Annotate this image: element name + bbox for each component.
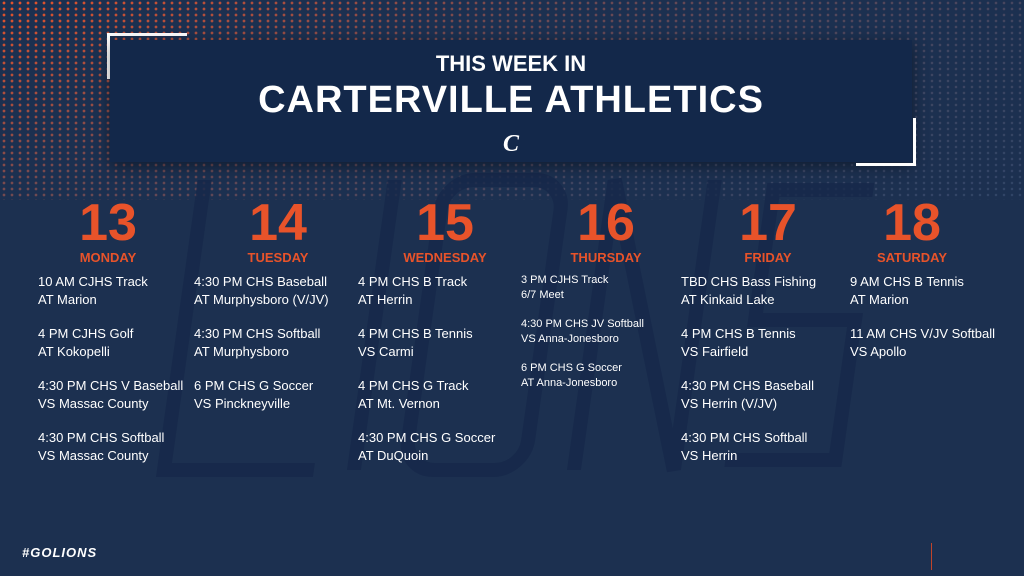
event-time-sport: 4 PM CHS B Tennis bbox=[358, 326, 473, 341]
event-opponent: VS Herrin (V/JV) bbox=[681, 395, 778, 411]
event-time-sport: 4:30 PM CHS V Baseball bbox=[38, 378, 184, 393]
event-time-sport: 4:30 PM CHS Baseball bbox=[681, 378, 814, 393]
event-item: 9 AM CHS B Tennis AT Marion bbox=[850, 273, 995, 308]
day-name: MONDAY bbox=[79, 250, 137, 265]
day-header: 14 TUESDAY bbox=[208, 196, 348, 266]
event-list: 9 AM CHS B Tennis AT Marion 11 AM CHS V/JV… bbox=[850, 273, 995, 377]
day-header: 18 SATURDAY bbox=[842, 196, 982, 266]
event-time-sport: 10 AM CJHS Track bbox=[38, 274, 148, 289]
event-item: 4:30 PM CHS Baseball VS Herrin (V/JV) bbox=[681, 377, 816, 412]
event-time-sport: 3 PM CJHS Track bbox=[521, 274, 609, 286]
event-item: 3 PM CJHS Track 6/7 Meet bbox=[521, 273, 644, 303]
event-item: 4 PM CHS B Tennis VS Fairfield bbox=[681, 325, 816, 360]
divider bbox=[931, 543, 932, 570]
event-list: 4 PM CHS B Track AT Herrin 4 PM CHS B Tenn… bbox=[358, 273, 495, 481]
day-header: 15 WEDNESDAY bbox=[375, 196, 515, 266]
event-time-sport: 4:30 PM CHS G Soccer bbox=[358, 430, 496, 445]
day-name: TUESDAY bbox=[247, 250, 309, 265]
banner-frame-corner bbox=[856, 118, 916, 166]
event-item: 4 PM CHS B Tennis VS Carmi bbox=[358, 325, 495, 360]
day-header: 17 FRIDAY bbox=[698, 196, 838, 266]
event-opponent: VS Herrin bbox=[681, 447, 738, 463]
event-item: 4:30 PM CHS JV Softball VS Anna-Jonesboro bbox=[521, 317, 644, 347]
event-opponent: AT Marion bbox=[38, 291, 97, 307]
day-name: WEDNESDAY bbox=[403, 250, 487, 265]
event-time-sport: 4:30 PM CHS Softball bbox=[38, 430, 165, 445]
event-list: 4:30 PM CHS Baseball AT Murphysboro (V/JV… bbox=[194, 273, 329, 429]
event-item: 4:30 PM CHS Softball AT Murphysboro bbox=[194, 325, 329, 360]
day-number: 16 bbox=[577, 194, 635, 252]
day-name: SATURDAY bbox=[876, 250, 948, 265]
event-time-sport: 4 PM CHS G Track bbox=[358, 378, 469, 393]
event-item: 4 PM CHS B Track AT Herrin bbox=[358, 273, 495, 308]
event-item: 6 PM CHS G Soccer VS Pinckneyville bbox=[194, 377, 329, 412]
event-time-sport: 9 AM CHS B Tennis bbox=[850, 274, 964, 289]
event-opponent: AT DuQuoin bbox=[358, 447, 429, 463]
event-list: TBD CHS Bass Fishing AT Kinkaid Lake 4 PM … bbox=[681, 273, 816, 481]
title-banner: THIS WEEK IN CARTERVILLE ATHLETICS C bbox=[110, 40, 912, 162]
event-item: 4 PM CJHS Golf AT Kokopelli bbox=[38, 325, 183, 360]
event-item: 4:30 PM CHS Softball VS Massac County bbox=[38, 429, 183, 464]
day-header: 16 THURSDAY bbox=[536, 196, 676, 266]
event-opponent: VS Carmi bbox=[358, 343, 414, 359]
event-item: 4 PM CHS G Track AT Mt. Vernon bbox=[358, 377, 495, 412]
event-opponent: VS Massac County bbox=[38, 447, 149, 463]
day-number: 17 bbox=[739, 194, 797, 252]
event-time-sport: 11 AM CHS V/JV Softball bbox=[850, 326, 995, 341]
event-item: 6 PM CHS G Soccer AT Anna-Jonesboro bbox=[521, 361, 644, 391]
day-number: 13 bbox=[79, 194, 137, 252]
event-time-sport: 4 PM CHS B Track bbox=[358, 274, 468, 289]
event-time-sport: 6 PM CHS G Soccer bbox=[194, 378, 314, 393]
event-list: 3 PM CJHS Track 6/7 Meet 4:30 PM CHS JV So… bbox=[521, 273, 644, 405]
event-opponent: VS Pinckneyville bbox=[194, 395, 291, 411]
day-number: 15 bbox=[416, 194, 474, 252]
paw-c-logo: C bbox=[502, 131, 519, 157]
event-item: 11 AM CHS V/JV Softball VS Apollo bbox=[850, 325, 995, 360]
title-line1: THIS WEEK IN bbox=[435, 51, 587, 76]
event-time-sport: 4:30 PM CHS Softball bbox=[681, 430, 808, 445]
event-item: 10 AM CJHS Track AT Marion bbox=[38, 273, 183, 308]
banner-frame-corner bbox=[107, 33, 187, 79]
page-title: CARTERVILLE ATHLETICS bbox=[258, 79, 764, 121]
day-name: THURSDAY bbox=[570, 250, 642, 265]
event-time-sport: 4:30 PM CHS Baseball bbox=[194, 274, 327, 289]
event-item: 4:30 PM CHS G Soccer AT DuQuoin bbox=[358, 429, 495, 464]
event-time-sport: 4:30 PM CHS Softball bbox=[194, 326, 321, 341]
event-item: 4:30 PM CHS Softball VS Herrin bbox=[681, 429, 816, 464]
event-opponent: AT Murphysboro (V/JV) bbox=[194, 291, 329, 307]
event-item: 4:30 PM CHS Baseball AT Murphysboro (V/JV… bbox=[194, 273, 329, 308]
event-list: 10 AM CJHS Track AT Marion 4 PM CJHS Golf A… bbox=[38, 273, 183, 481]
day-name: FRIDAY bbox=[744, 250, 792, 265]
event-item: TBD CHS Bass Fishing AT Kinkaid Lake bbox=[681, 273, 816, 308]
event-time-sport: 4 PM CHS B Tennis bbox=[681, 326, 796, 341]
event-opponent: AT Marion bbox=[850, 291, 909, 307]
event-opponent: AT Murphysboro bbox=[194, 343, 289, 359]
day-number: 14 bbox=[249, 194, 307, 252]
event-opponent: VS Massac County bbox=[38, 395, 149, 411]
event-opponent: VS Fairfield bbox=[681, 343, 749, 359]
event-opponent: VS Anna-Jonesboro bbox=[521, 333, 619, 345]
event-time-sport: TBD CHS Bass Fishing bbox=[681, 274, 817, 289]
event-opponent: AT Mt. Vernon bbox=[358, 395, 440, 411]
event-opponent: VS Apollo bbox=[850, 343, 907, 359]
event-item: 4:30 PM CHS V Baseball VS Massac County bbox=[38, 377, 183, 412]
event-opponent: AT Kinkaid Lake bbox=[681, 291, 775, 307]
event-opponent: 6/7 Meet bbox=[521, 289, 564, 301]
event-time-sport: 6 PM CHS G Soccer bbox=[521, 362, 622, 374]
event-opponent: AT Kokopelli bbox=[38, 343, 110, 359]
day-number: 18 bbox=[883, 194, 941, 252]
event-time-sport: 4 PM CJHS Golf bbox=[38, 326, 134, 341]
event-opponent: AT Anna-Jonesboro bbox=[521, 377, 618, 389]
day-header: 13 MONDAY bbox=[38, 196, 178, 266]
event-opponent: AT Herrin bbox=[358, 291, 413, 307]
event-time-sport: 4:30 PM CHS JV Softball bbox=[521, 318, 644, 330]
hashtag: #GOLIONS bbox=[22, 545, 98, 560]
